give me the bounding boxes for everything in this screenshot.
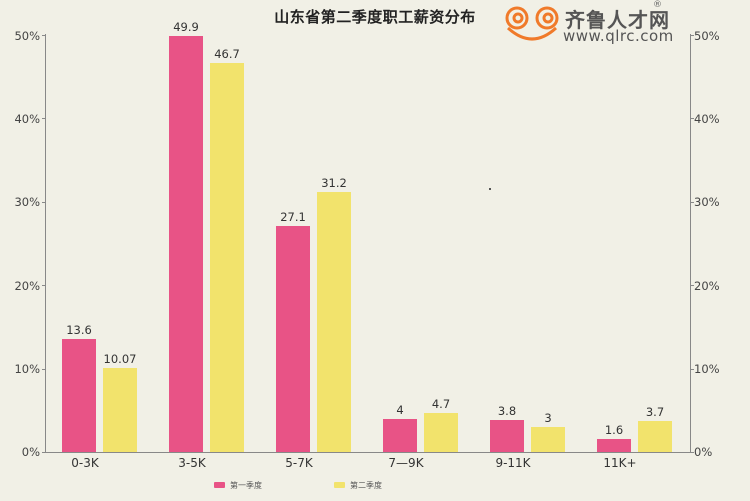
tick-mark bbox=[42, 202, 46, 203]
x-axis bbox=[45, 452, 691, 453]
x-label-2: 5-7K bbox=[285, 456, 313, 470]
logo-url: www.qlrc.com bbox=[563, 27, 674, 45]
x-label-1: 3-5K bbox=[178, 456, 206, 470]
logo-registered: ® bbox=[653, 0, 662, 10]
tick-mark bbox=[690, 285, 694, 286]
y-tick-left-10: 10% bbox=[14, 362, 40, 376]
legend-swatch-q2 bbox=[334, 482, 345, 488]
tick-mark bbox=[42, 118, 46, 119]
frog-logo-icon bbox=[505, 6, 559, 41]
tick-mark bbox=[42, 452, 46, 453]
tick-mark bbox=[42, 35, 46, 36]
y-tick-right-40: 40% bbox=[694, 112, 720, 126]
bar-q2-1 bbox=[210, 62, 244, 452]
bar-value-label: 31.2 bbox=[321, 175, 347, 190]
bar-value-label: 3.8 bbox=[497, 404, 517, 419]
tick-mark bbox=[690, 35, 694, 36]
chart-title: 山东省第二季度职工薪资分布 bbox=[274, 8, 476, 26]
bar-q2-5 bbox=[638, 421, 672, 452]
bar-value-label: 4.7 bbox=[431, 396, 451, 411]
tick-mark bbox=[42, 369, 46, 370]
bar-q2-0 bbox=[103, 368, 137, 452]
tick-mark bbox=[690, 452, 694, 453]
bar-value-label: 10.07 bbox=[103, 352, 137, 367]
bar-q2-3 bbox=[424, 412, 458, 452]
bar-q1-3 bbox=[383, 418, 417, 452]
tick-mark bbox=[690, 118, 694, 119]
y-tick-left-40: 40% bbox=[14, 112, 40, 126]
bar-value-label: 3 bbox=[544, 410, 552, 425]
bar-value-label: 46.7 bbox=[214, 46, 240, 61]
bar-q1-4 bbox=[490, 420, 524, 452]
y-tick-right-20: 20% bbox=[694, 279, 720, 293]
y-tick-left-20: 20% bbox=[14, 279, 40, 293]
logo-name: 齐鲁人才网 bbox=[565, 8, 670, 32]
y-tick-right-10: 10% bbox=[694, 362, 720, 376]
legend-label-q1: 第一季度 bbox=[230, 481, 262, 490]
bar-value-label: 3.7 bbox=[645, 405, 665, 420]
y-axis-right bbox=[690, 34, 691, 453]
x-label-0: 0-3K bbox=[71, 456, 99, 470]
bar-q2-2 bbox=[317, 191, 351, 452]
bar-value-label: 49.9 bbox=[173, 19, 199, 34]
legend-label-q2: 第二季度 bbox=[350, 481, 382, 490]
bar-q1-5 bbox=[597, 438, 631, 452]
logo: 齐鲁人才网 ® www.qlrc.com bbox=[503, 0, 698, 48]
bar-value-label: 27.1 bbox=[280, 209, 306, 224]
stray-dot bbox=[489, 188, 491, 190]
bar-q2-4 bbox=[531, 426, 565, 452]
bar-q1-2 bbox=[276, 225, 310, 452]
y-tick-right-0: 0% bbox=[694, 445, 713, 459]
tick-mark bbox=[690, 202, 694, 203]
y-axis-left bbox=[45, 34, 46, 453]
bar-q1-0 bbox=[62, 338, 96, 452]
y-tick-right-30: 30% bbox=[694, 195, 720, 209]
bar-q1-1 bbox=[169, 35, 203, 452]
y-tick-right-50: 50% bbox=[694, 29, 720, 43]
bar-value-label: 1.6 bbox=[604, 422, 624, 437]
x-label-4: 9-11K bbox=[495, 456, 531, 470]
bar-value-label: 13.6 bbox=[66, 322, 92, 337]
legend-swatch-q1 bbox=[214, 482, 225, 488]
y-tick-left-50: 50% bbox=[14, 29, 40, 43]
x-label-3: 7—9K bbox=[388, 456, 424, 470]
y-tick-left-30: 30% bbox=[14, 195, 40, 209]
tick-mark bbox=[690, 369, 694, 370]
x-label-5: 11K+ bbox=[603, 456, 637, 470]
bar-value-label: 4 bbox=[396, 402, 404, 417]
tick-mark bbox=[42, 285, 46, 286]
y-tick-left-0: 0% bbox=[21, 445, 40, 459]
